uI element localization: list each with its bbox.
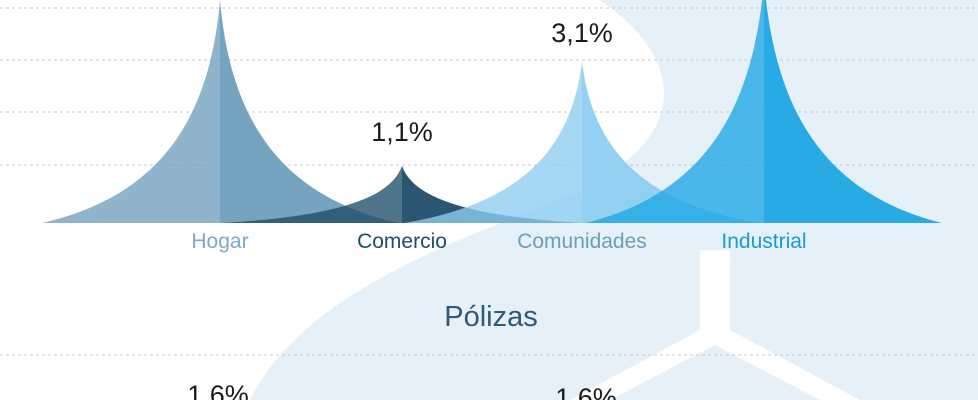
peak-left-comercio	[222, 165, 402, 223]
category-label-comunidades: Comunidades	[517, 230, 647, 253]
value-label-polizas-1: 1,6%	[187, 380, 249, 400]
section-title-polizas: Pólizas	[444, 301, 538, 333]
backdrop-icon-outline	[570, 250, 860, 400]
category-label-comercio: Comercio	[357, 230, 447, 253]
peak-left-industrial	[586, 0, 764, 223]
peak-series	[42, 0, 942, 223]
peak-left-hogar	[42, 0, 220, 223]
peak-left-comunidades	[404, 61, 582, 223]
value-label-comercio: 1,1%	[371, 117, 433, 147]
peak-right-industrial	[764, 0, 942, 223]
value-label-polizas-2: 1,6%	[555, 383, 617, 400]
category-label-industrial: Industrial	[721, 230, 806, 253]
peak-right-hogar	[220, 0, 398, 223]
value-label-comunidades: 3,1%	[551, 18, 613, 48]
peak-right-comunidades	[582, 61, 760, 223]
chart-text: Hogar Comercio Comunidades Industrial 1,…	[187, 18, 806, 400]
category-label-hogar: Hogar	[191, 230, 248, 253]
peak-right-comercio	[402, 165, 582, 223]
